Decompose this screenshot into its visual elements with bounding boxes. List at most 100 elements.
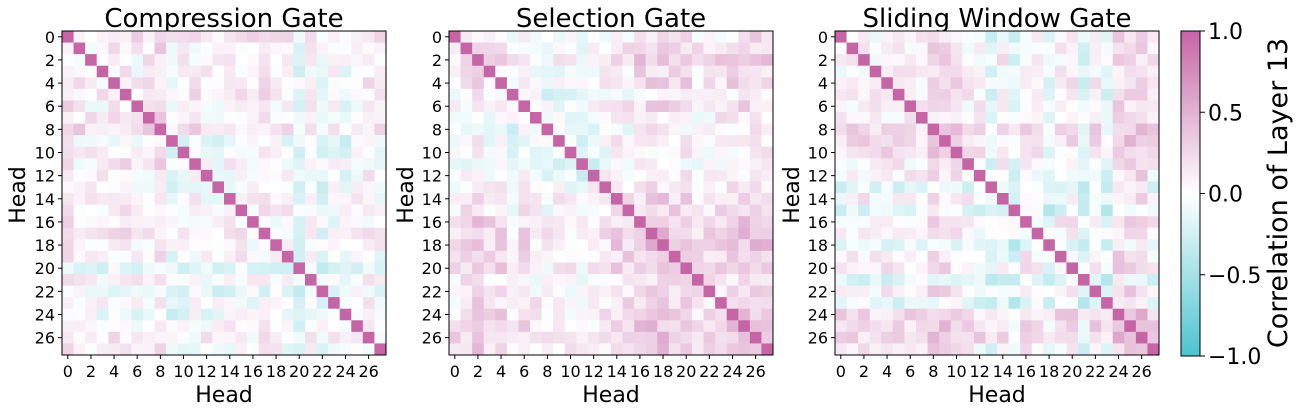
heatmap-cell <box>835 239 847 252</box>
heatmap-cell <box>449 88 461 101</box>
heatmap-cell <box>328 181 341 194</box>
heatmap-cell <box>212 135 225 148</box>
heatmap-cell <box>472 181 485 194</box>
heatmap-cell <box>599 65 612 78</box>
heatmap-cell <box>985 204 998 217</box>
heatmap-cell <box>73 250 86 263</box>
heatmap-cell <box>96 343 109 356</box>
heatmap-cell <box>530 100 542 113</box>
heatmap-cell <box>506 216 519 229</box>
heatmap-cell <box>328 285 341 298</box>
heatmap-cell <box>374 146 387 159</box>
heatmap-cell <box>962 204 975 217</box>
heatmap-cell <box>564 331 577 344</box>
heatmap-cell <box>892 123 905 136</box>
heatmap-cell <box>189 216 202 229</box>
x-tick-label: 26 <box>745 362 765 381</box>
heatmap-cell <box>374 331 387 344</box>
heatmap-cell <box>224 181 236 194</box>
heatmap-cell <box>997 31 1009 43</box>
heatmap-cell <box>939 135 952 148</box>
heatmap-cell <box>587 320 600 333</box>
heatmap-cell <box>85 216 98 229</box>
heatmap-cell <box>1101 297 1114 310</box>
heatmap-cell <box>166 169 179 182</box>
heatmap-cell <box>177 239 190 252</box>
heatmap-cell <box>131 262 144 275</box>
heatmap-cell <box>1147 239 1160 252</box>
heatmap-cell <box>258 274 271 286</box>
heatmap-cell <box>634 54 647 67</box>
heatmap-cell <box>189 343 202 356</box>
x-tick-label: 8 <box>155 362 165 381</box>
heatmap-cell <box>143 88 155 101</box>
heatmap-cell <box>680 54 693 67</box>
heatmap-cell <box>997 320 1009 333</box>
heatmap-cell <box>96 262 109 275</box>
heatmap-cell <box>576 146 589 159</box>
heatmap-cell <box>1066 308 1079 321</box>
heatmap-cell <box>460 343 473 356</box>
heatmap-cell <box>599 320 612 333</box>
heatmap-cell <box>281 31 294 43</box>
heatmap-cell <box>997 343 1009 356</box>
heatmap-cell <box>680 285 693 298</box>
heatmap-cell <box>668 54 681 67</box>
heatmap-cell <box>449 54 461 67</box>
heatmap-cell <box>258 100 271 113</box>
x-tick-label: 4 <box>882 362 892 381</box>
heatmap-cell <box>916 204 928 217</box>
heatmap-cell <box>143 216 155 229</box>
heatmap-cell <box>1078 77 1090 90</box>
heatmap-cell <box>143 135 155 148</box>
heatmap-cell <box>143 169 155 182</box>
heatmap-cell <box>85 65 98 78</box>
heatmap-cell <box>200 343 213 356</box>
heatmap-cell <box>1078 54 1090 67</box>
heatmap-cell <box>761 100 774 113</box>
heatmap-cell <box>316 169 329 182</box>
heatmap-cell <box>62 331 74 344</box>
heatmap-cell <box>576 216 589 229</box>
heatmap-cell <box>927 343 940 356</box>
heatmap-cell <box>62 193 74 205</box>
heatmap-cell <box>305 227 317 240</box>
heatmap-cell <box>200 123 213 136</box>
heatmap-cell <box>726 297 739 310</box>
heatmap-cell <box>645 343 658 356</box>
heatmap-cell <box>62 285 74 298</box>
heatmap-cell <box>293 343 306 356</box>
heatmap-cell <box>518 227 531 240</box>
heatmap-cell <box>235 216 248 229</box>
heatmap-cell <box>749 216 762 229</box>
heatmap-cell <box>564 169 577 182</box>
heatmap-cell <box>611 77 623 90</box>
heatmap-cell <box>530 285 542 298</box>
heatmap-cell <box>530 146 542 159</box>
heatmap-cell <box>316 331 329 344</box>
x-tick-label: 8 <box>928 362 938 381</box>
heatmap-cell <box>904 274 917 286</box>
heatmap-cell <box>611 227 623 240</box>
heatmap-cell <box>108 54 121 67</box>
heatmap-cell <box>1066 112 1079 124</box>
heatmap-cell <box>460 65 473 78</box>
heatmap-cell <box>73 100 86 113</box>
heatmap-cell <box>73 297 86 310</box>
heatmap-cell <box>939 262 952 275</box>
heatmap-cell <box>305 297 317 310</box>
heatmap-cell <box>749 250 762 263</box>
heatmap-cell <box>1031 343 1044 356</box>
heatmap-cell <box>715 193 728 205</box>
heatmap-cell <box>351 274 364 286</box>
heatmap-cell <box>328 77 341 90</box>
heatmap-cell <box>726 204 739 217</box>
heatmap-cell <box>599 193 612 205</box>
heatmap-cell <box>483 65 496 78</box>
heatmap-cell <box>119 193 132 205</box>
heatmap-cell <box>726 88 739 101</box>
heatmap-cell <box>1043 297 1056 310</box>
heatmap-cell <box>1135 88 1148 101</box>
heatmap-cell <box>576 343 589 356</box>
heatmap-cell <box>1078 320 1090 333</box>
